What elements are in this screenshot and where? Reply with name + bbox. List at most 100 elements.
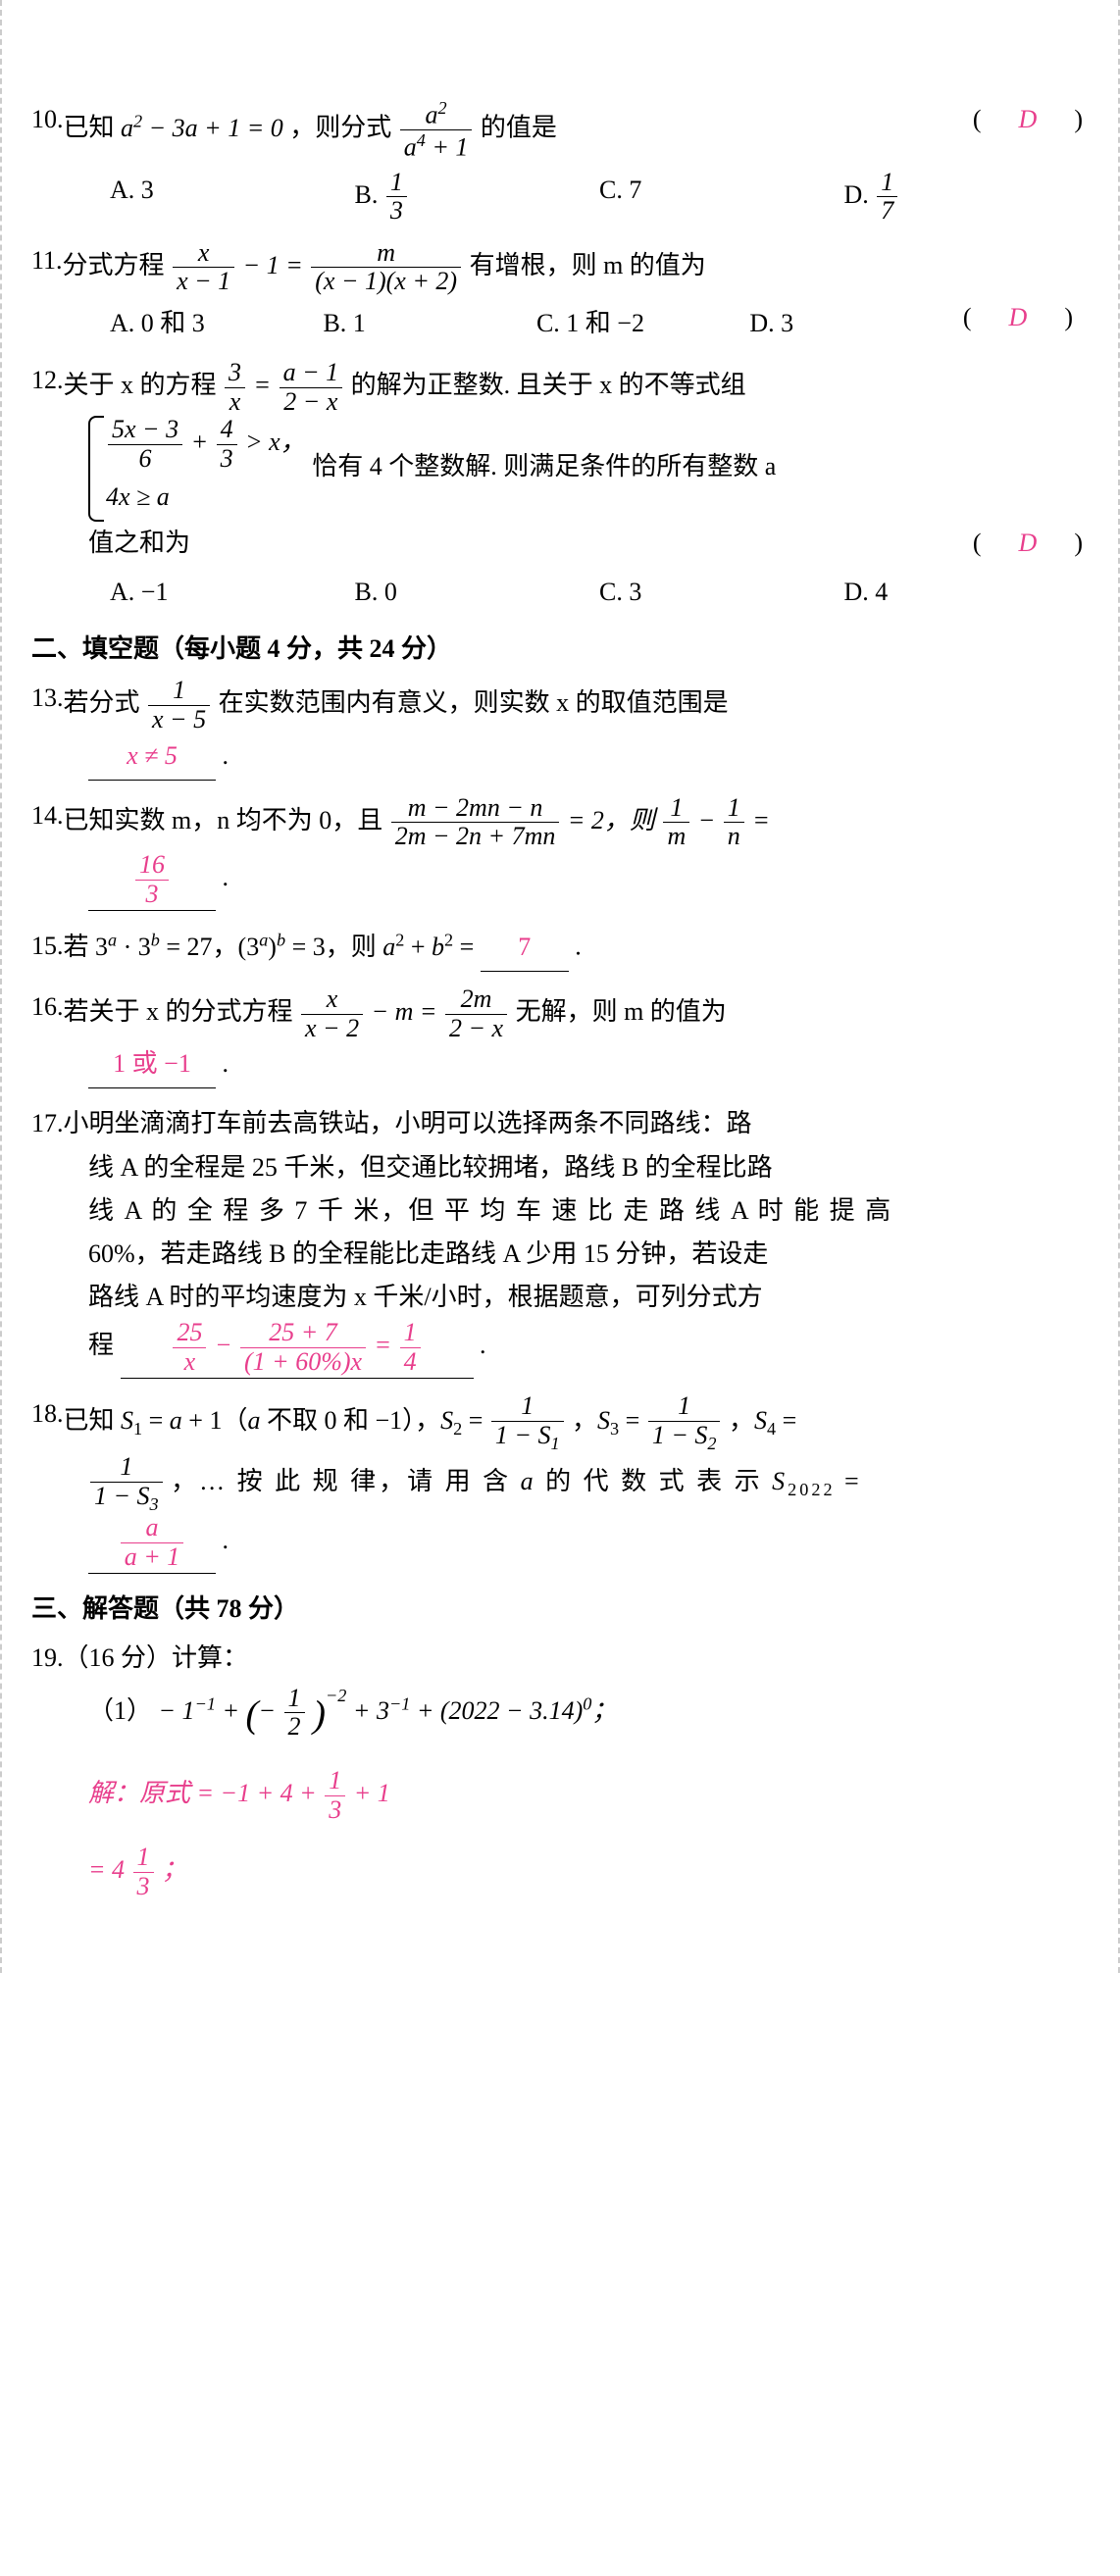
q18-l2-mid: ，… 按 此 规 律，请 用 含 a 的 代 数 式 表 示 S2022 = <box>171 1467 862 1495</box>
q17-l6-pre: 程 <box>88 1331 114 1359</box>
q14-body: 已知实数 m，n 均不为 0，且 m − 2mn − n2m − 2n + 7m… <box>64 794 1090 851</box>
q12-l3: 值之和为 <box>88 529 190 557</box>
q12-f2: a − 12 − x <box>280 359 343 416</box>
q11-post: 有增根，则 m 的值为 <box>470 251 706 279</box>
q12-l1-pre: 关于 x 的方程 <box>64 371 217 399</box>
q17-answer-row: 程 25x − 25 + 7(1 + 60%)x = 14 . <box>31 1319 1089 1379</box>
q12-l1-post: 的解为正整数. 且关于 x 的不等式组 <box>351 371 746 399</box>
q12-brace: 5x − 36 + 43 > x， 4x ≥ a <box>88 416 306 522</box>
q10-mid: ，则分式 <box>289 114 391 142</box>
q12-l3-row: 值之和为 ( D ) <box>31 522 1089 565</box>
q17-num: 17. <box>31 1102 64 1145</box>
q18-body: 已知 S1 = a + 1（a 不取 0 和 −1），S2 = 11 − S1 … <box>64 1392 1090 1453</box>
q12-opt-c: C. 3 <box>599 571 844 614</box>
q19-num: 19. <box>31 1637 64 1680</box>
q12-opt-b: B. 0 <box>355 571 600 614</box>
q12-brace-r1: 5x − 36 + 43 > x， <box>106 416 306 473</box>
q13-frac: 1x − 5 <box>148 677 210 733</box>
q17-l4: 60%，若走路线 B 的全程能比走路线 A 少用 15 分钟，若设走 <box>88 1239 768 1268</box>
q13-blank: x ≠ 5 <box>88 734 216 781</box>
question-15: 15. 若 3a · 3b = 27，(3a)b = 3，则 a2 + b2 =… <box>31 925 1089 972</box>
q19-sub1-label: （1） <box>88 1696 152 1725</box>
q17-l1: 小明坐滴滴打车前去高铁站，小明可以选择两条不同路线：路 <box>64 1109 752 1137</box>
q19-sub1-expr: − 1−1 + (− 12 )−2 + 3−1 + (2022 − 3.14)0… <box>159 1696 618 1725</box>
q12-brace-row: 5x − 36 + 43 > x， 4x ≥ a 恰有 4 个整数解. 则满足条… <box>31 416 1089 522</box>
q12-l2-post: 恰有 4 个整数解. 则满足条件的所有整数 a <box>312 452 776 480</box>
q15-body: 若 3a · 3b = 27，(3a)b = 3，则 a2 + b2 = 7 . <box>64 925 1090 972</box>
q18-s3: 11 − S2 <box>648 1392 721 1453</box>
question-11: 11. 分式方程 xx − 1 − 1 = m(x − 1)(x + 2) 有增… <box>31 239 1089 345</box>
question-14: 14. 已知实数 m，n 均不为 0，且 m − 2mn − n2m − 2n … <box>31 794 1089 911</box>
question-16: 16. 若关于 x 的分式方程 xx − 2 − m = 2m2 − x 无解，… <box>31 985 1089 1088</box>
q12-opt-d: D. 4 <box>844 571 1090 614</box>
q18-l2: 11 − S3 ，… 按 此 规 律，请 用 含 a 的 代 数 式 表 示 S… <box>31 1453 1089 1514</box>
q17-l3: 线 A 的 全 程 多 7 千 米，但 平 均 车 速 比 走 路 线 A 时 … <box>88 1196 892 1225</box>
q11-f2: m(x − 1)(x + 2) <box>311 239 461 296</box>
q14-answer-row: 163 . <box>31 851 1089 911</box>
question-10: 10. 已知 a2 − 3a + 1 = 0 ，则分式 a2 a4 + 1 的值… <box>31 98 1089 226</box>
q16-answer: 1 或 −1 <box>113 1049 191 1078</box>
question-12: 12. 关于 x 的方程 3x = a − 12 − x 的解为正整数. 且关于… <box>31 359 1089 614</box>
q16-num: 16. <box>31 985 64 1029</box>
q15-blank: 7 <box>481 926 569 972</box>
q18-blank: aa + 1 <box>88 1514 216 1574</box>
q18-answer-row: aa + 1 . <box>31 1514 1089 1574</box>
q18-s4: 11 − S3 <box>90 1453 163 1514</box>
q12-brace-r2: 4x ≥ a <box>106 473 306 521</box>
question-17: 17. 小明坐滴滴打车前去高铁站，小明可以选择两条不同路线：路 线 A 的全程是… <box>31 1102 1089 1379</box>
q11-num: 11. <box>31 239 63 282</box>
q19-solution-2: = 4 13 ； <box>31 1844 1089 1900</box>
q11-f1: xx − 1 <box>173 239 234 296</box>
q16-blank: 1 或 −1 <box>88 1042 216 1088</box>
q12-body: 关于 x 的方程 3x = a − 12 − x 的解为正整数. 且关于 x 的… <box>64 359 1090 416</box>
q19-solution-1: 解：原式 = −1 + 4 + 13 + 1 <box>31 1767 1089 1824</box>
q12-answer-slot: ( D ) <box>973 522 1089 565</box>
q10-frac: a2 a4 + 1 <box>400 98 473 163</box>
question-13: 13. 若分式 1x − 5 在实数范围内有意义，则实数 x 的取值范围是 x … <box>31 677 1089 780</box>
q19-sol-pre: 解：原式 = −1 + 4 + <box>88 1779 323 1807</box>
q18-l1-pre: 已知 S1 = a + 1（a 不取 0 和 −1），S2 = <box>64 1406 489 1435</box>
section-2-header: 二、填空题（每小题 4 分，共 24 分） <box>31 628 1089 671</box>
q19-head: （16 分）计算： <box>64 1637 1090 1680</box>
q10-expr: a2 − 3a + 1 = 0 <box>121 114 283 142</box>
q11-opt-b: B. 1 <box>323 302 535 345</box>
q10-opt-b: B. 13 <box>355 169 600 226</box>
q19-sol2-frac: 13 <box>133 1844 154 1900</box>
q10-options: A. 3 B. 13 C. 7 D. 17 <box>31 169 1089 226</box>
q19-sol-frac: 13 <box>325 1767 345 1824</box>
q11-options: A. 0 和 3 B. 1 C. 1 和 −2 D. 3 <box>31 302 963 345</box>
q18-answer: aa + 1 <box>121 1514 184 1571</box>
q17-body: 小明坐滴滴打车前去高铁站，小明可以选择两条不同路线：路 <box>64 1102 1090 1145</box>
q13-body: 若分式 1x − 5 在实数范围内有意义，则实数 x 的取值范围是 <box>64 677 1090 733</box>
q11-opt-a: A. 0 和 3 <box>110 302 323 345</box>
q16-answer-row: 1 或 −1 . <box>31 1042 1089 1088</box>
q13-answer-row: x ≠ 5 . <box>31 734 1089 781</box>
q19-sol2-pre: = 4 <box>88 1855 131 1884</box>
q19-sub1: （1） − 1−1 + (− 12 )−2 + 3−1 + (2022 − 3.… <box>31 1681 1089 1747</box>
q17-answer: 25x − 25 + 7(1 + 60%)x = 14 <box>171 1331 422 1359</box>
q10-post: 的值是 <box>481 114 557 142</box>
q15-answer: 7 <box>518 933 531 961</box>
q18-l1-post: ，S4 = <box>729 1406 796 1435</box>
q14-num: 14. <box>31 794 64 837</box>
q14-answer: 163 <box>135 851 169 908</box>
q18-num: 18. <box>31 1392 64 1436</box>
q14-f1: m − 2mn − n2m − 2n + 7mn <box>391 794 560 851</box>
q10-answer: D <box>1019 105 1044 133</box>
q15-num: 15. <box>31 925 64 968</box>
q14-f2: 1m <box>663 794 689 851</box>
q10-opt-a: A. 3 <box>110 169 355 226</box>
q12-f1: 3x <box>225 359 245 416</box>
q19-sol-post: + 1 <box>354 1779 390 1807</box>
section-3-header: 三、解答题（共 78 分） <box>31 1588 1089 1631</box>
q11-opt-d: D. 3 <box>749 302 962 345</box>
q17-l2: 线 A 的全程是 25 千米，但交通比较拥堵，路线 B 的全程比路 <box>88 1153 773 1182</box>
q19-sol2-post: ； <box>162 1855 187 1884</box>
q12-options: A. −1 B. 0 C. 3 D. 4 <box>31 571 1089 614</box>
q12-num: 12. <box>31 359 64 402</box>
question-18: 18. 已知 S1 = a + 1（a 不取 0 和 −1），S2 = 11 −… <box>31 1392 1089 1574</box>
question-19: 19. （16 分）计算： （1） − 1−1 + (− 12 )−2 + 3−… <box>31 1637 1089 1900</box>
q17-blank: 25x − 25 + 7(1 + 60%)x = 14 <box>121 1319 474 1379</box>
q12-eq: = <box>254 371 278 399</box>
q16-f1: xx − 2 <box>301 985 363 1042</box>
